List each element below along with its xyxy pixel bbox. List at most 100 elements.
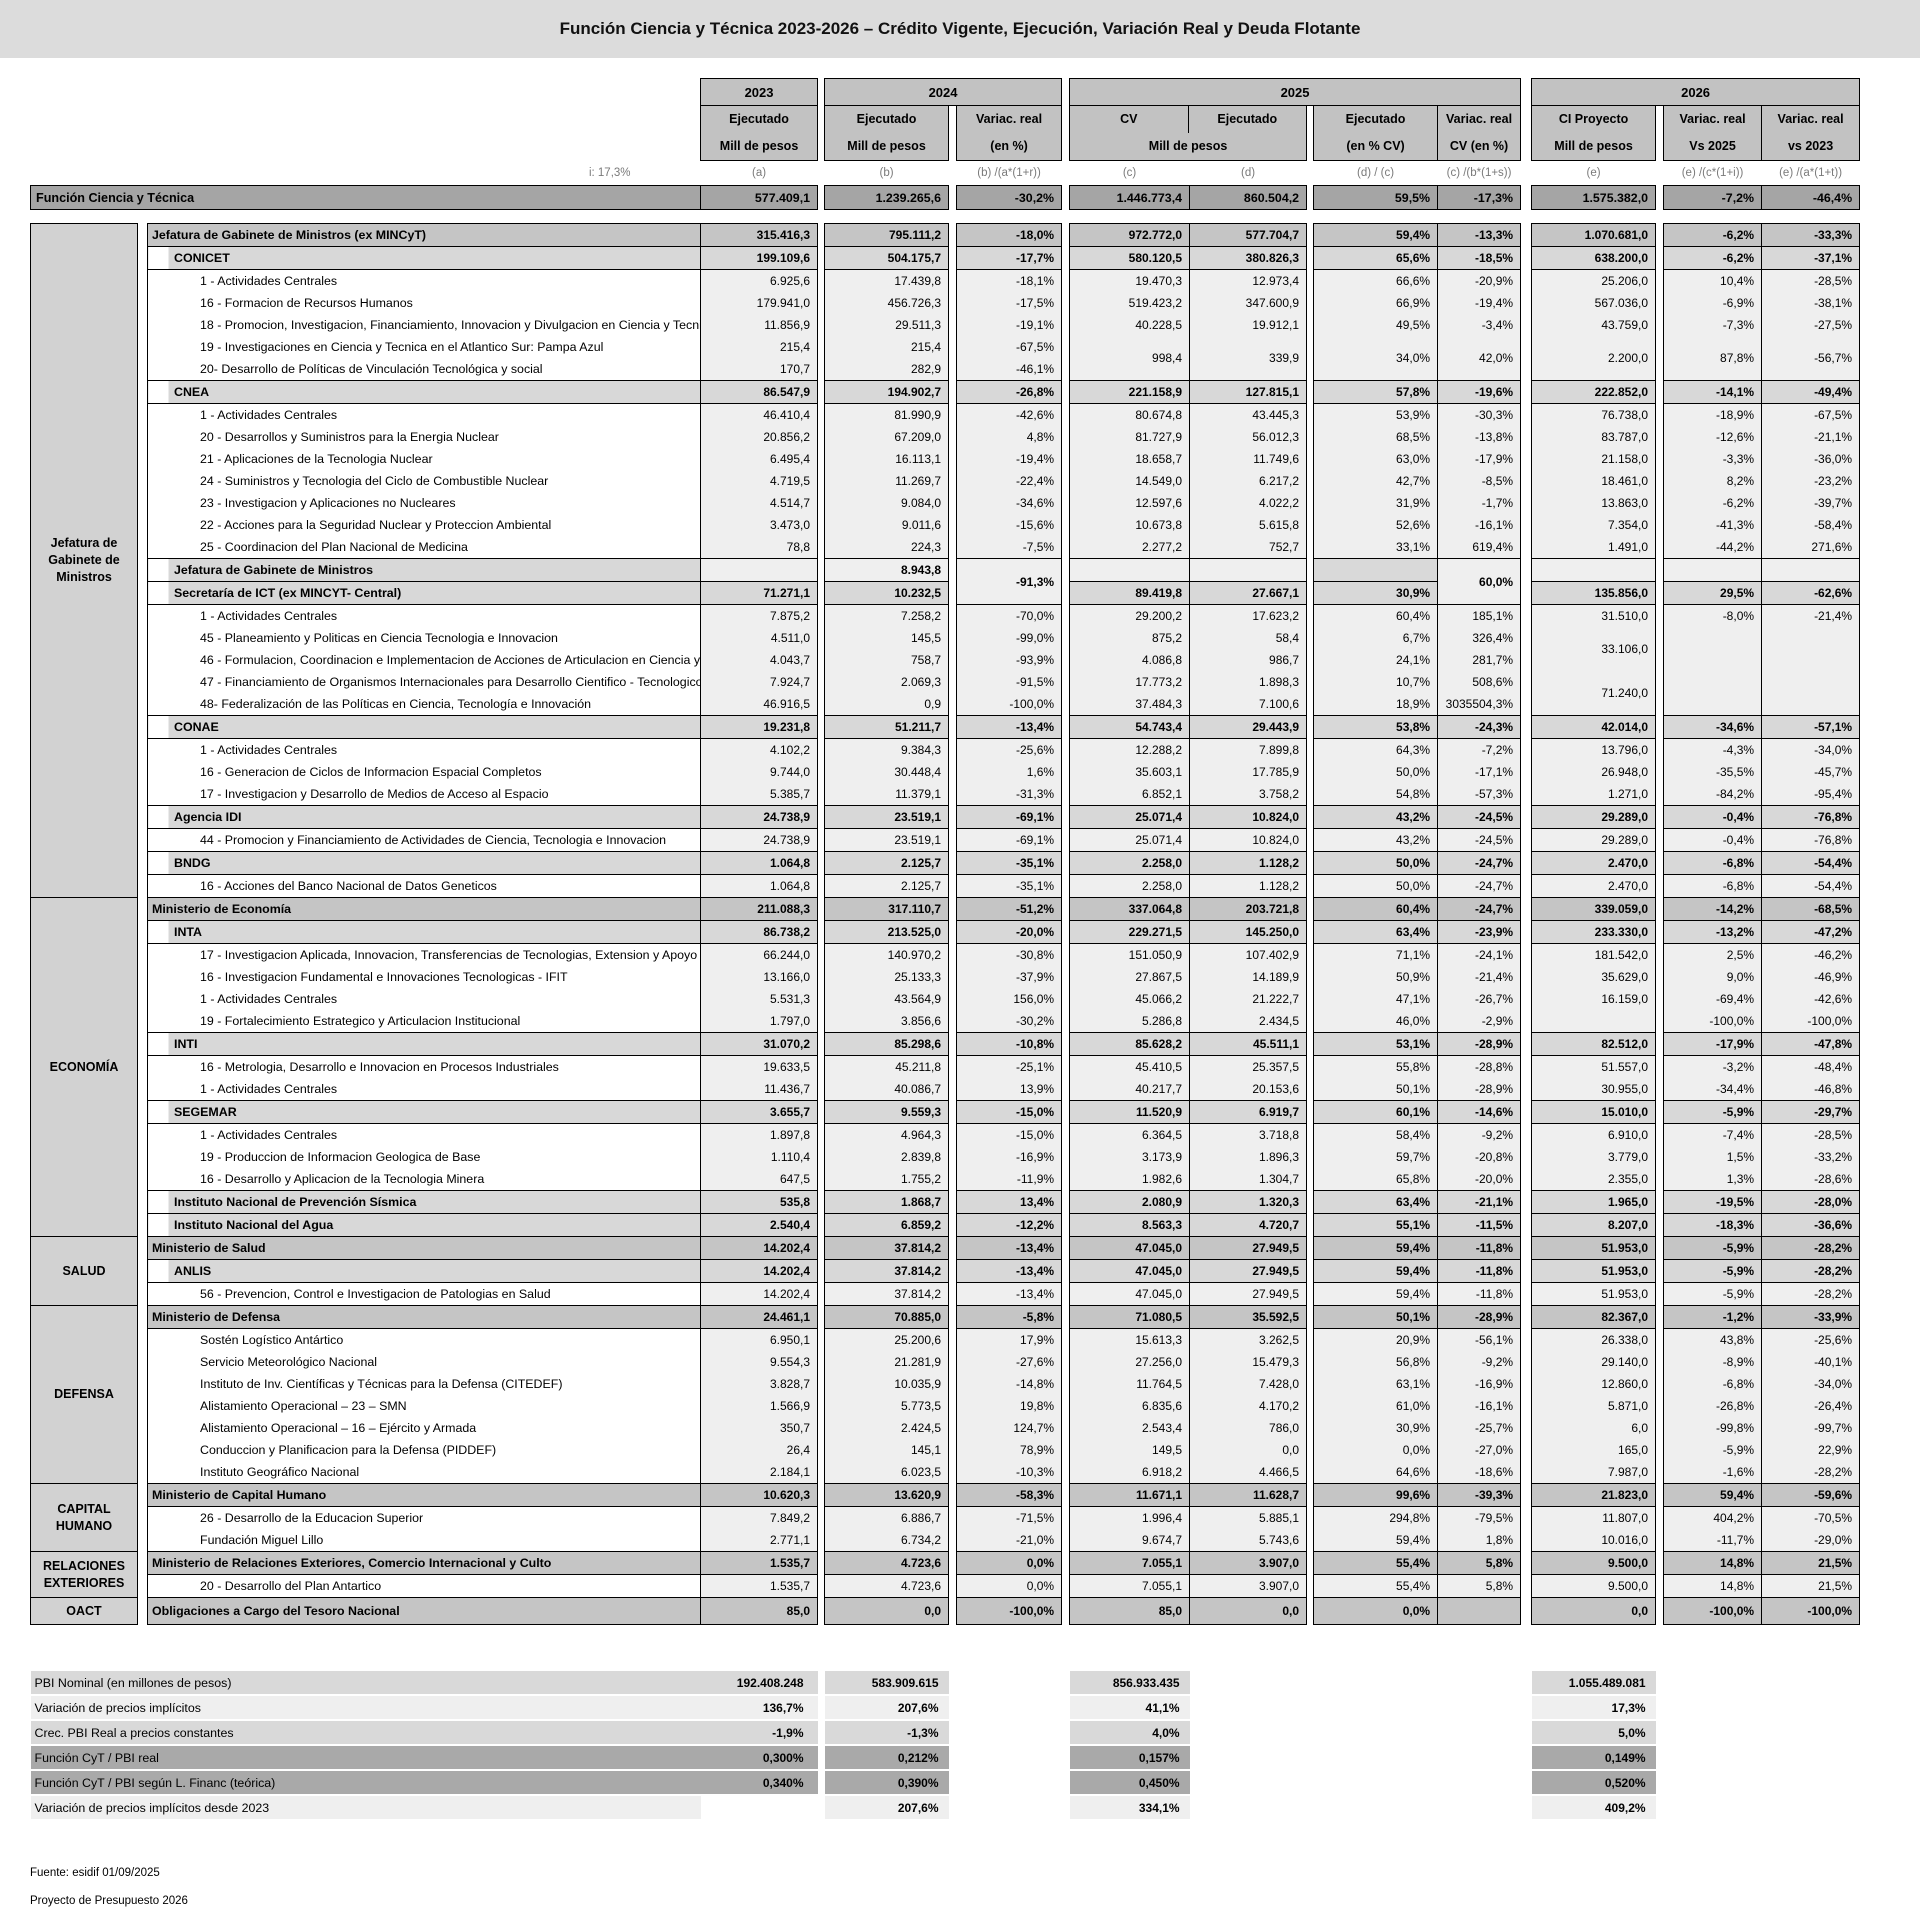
cell-b: 1.868,7 xyxy=(824,1190,950,1214)
cell-v23: -49,4% xyxy=(1761,380,1861,404)
row-label: Instituto Geográfico Nacional xyxy=(146,1461,702,1484)
cell-cbs: -24,5% xyxy=(1437,828,1522,852)
cell-c: 2.258,0 xyxy=(1069,851,1191,875)
summary-cell-b: -1,3% xyxy=(824,1720,949,1746)
cell-v25 xyxy=(1663,558,1763,582)
cell-v25: -100,0% xyxy=(1663,1010,1763,1033)
cell-dc: 56,8% xyxy=(1313,1351,1439,1373)
cell-cbs: -24,3% xyxy=(1437,715,1522,739)
cell-c: 27.867,5 xyxy=(1069,966,1191,988)
row-label: 19 - Produccion de Informacion Geologica… xyxy=(146,1146,702,1168)
cell-d: 3.262,5 xyxy=(1189,1328,1308,1351)
cell-a: 24.738,9 xyxy=(700,805,819,829)
table-row: 1 - Actividades Centrales 7.875,2 7.258,2-… xyxy=(31,604,1861,627)
cell-bv: 0,0% xyxy=(956,1574,1063,1598)
cell-b: 6.859,2 xyxy=(824,1213,950,1237)
cell-v25 xyxy=(1663,1770,1762,1796)
cell-v23: -28,2% xyxy=(1761,1461,1861,1484)
cell-d xyxy=(1189,1720,1307,1746)
column-gap xyxy=(1306,1770,1314,1796)
cell-v23: -62,6% xyxy=(1761,581,1861,605)
row-label: 46 - Formulacion, Coordinacion e Impleme… xyxy=(146,649,702,671)
row-label: Sostén Logístico Antártico xyxy=(146,1328,702,1351)
cell-e: 42.014,0 xyxy=(1531,715,1657,739)
cell-d: 12.973,4 xyxy=(1189,269,1308,292)
table-row: 19 - Produccion de Informacion Geologica… xyxy=(31,1146,1861,1168)
cell-bv: -69,1% xyxy=(956,805,1063,829)
cell-cbs: 3035504,3% xyxy=(1437,693,1522,716)
cell-c: 12.288,2 xyxy=(1069,738,1191,761)
table-row: BNDG 1.064,8 2.125,7 -35,1% 2.258,0 1.128,2 50… xyxy=(31,851,1861,875)
cell-c: 2.258,0 xyxy=(1069,874,1191,898)
cell-c: 40.217,7 xyxy=(1069,1078,1191,1101)
cell-b: 7.258,2 xyxy=(824,604,950,627)
cell-v25: -7,2% xyxy=(1663,185,1763,210)
cell-bv: -14,8% xyxy=(956,1373,1063,1395)
cell-e: 1.491,0 xyxy=(1531,536,1657,559)
cell-bv: -13,4% xyxy=(956,1282,1063,1306)
row-label: Ministerio de Salud xyxy=(146,1236,702,1260)
cell-bv: -21,0% xyxy=(956,1529,1063,1552)
cell-v25: -44,2% xyxy=(1663,536,1763,559)
column-gap xyxy=(817,1671,825,1696)
cell-v23: -33,3% xyxy=(1761,223,1861,247)
cell-c: 40.228,5 xyxy=(1069,314,1191,336)
summary-label: Función CyT / PBI según L. Financ (teóri… xyxy=(30,1770,818,1796)
column-gap xyxy=(1061,1795,1070,1821)
cell-v23 xyxy=(1761,1745,1860,1771)
table-row: 47 - Financiamiento de Organismos Intern… xyxy=(31,671,1861,716)
cell-d: 4.720,7 xyxy=(1189,1213,1308,1237)
cell-cbs: -28,9% xyxy=(1437,1078,1522,1101)
row-label: 19 - Investigaciones en Ciencia y Tecnic… xyxy=(146,336,702,358)
cell-d: 752,7 xyxy=(1189,536,1308,559)
cell-a: 7.875,2 xyxy=(700,604,819,627)
cell-e: 5.871,0 xyxy=(1531,1395,1657,1417)
cell-d: 14.189,9 xyxy=(1189,966,1308,988)
cell-bv: -7,5% xyxy=(956,536,1063,559)
row-label: 23 - Investigacion y Aplicaciones no Nuc… xyxy=(146,492,702,514)
cell-d: 860.504,2 xyxy=(1189,185,1308,210)
cell-v23 xyxy=(1761,671,1861,716)
cell-bv: -42,6% xyxy=(956,403,1063,426)
cell-a: 170,7 xyxy=(700,358,819,381)
cell-bv: -20,0% xyxy=(956,920,1063,944)
cell-v23 xyxy=(1761,1795,1860,1821)
cell-v23: -21,4% xyxy=(1761,604,1861,627)
row-label: 48- Federalización de las Políticas en C… xyxy=(146,693,702,716)
cell-bv: -67,5% xyxy=(956,336,1063,358)
col-header-v23: Variac. real vs 2023 xyxy=(1761,105,1861,161)
cell-dc: 34,0% xyxy=(1313,336,1439,381)
cell-e: 26.338,0 xyxy=(1531,1328,1657,1351)
cell-d xyxy=(1189,1795,1307,1821)
column-gap xyxy=(1306,1695,1314,1721)
cell-bv: -15,0% xyxy=(956,1100,1063,1124)
cell-v23: -28,5% xyxy=(1761,1123,1861,1146)
table-row: Jefatura de Gabinete de Ministros 8.943,8… xyxy=(31,558,1861,605)
column-gap xyxy=(1520,1745,1532,1771)
cell-cbs: -9,2% xyxy=(1437,1351,1522,1373)
cell-e: 82.367,0 xyxy=(1531,1305,1657,1329)
cell-a: 24.461,1 xyxy=(700,1305,819,1329)
cell-a xyxy=(700,1795,818,1821)
table-row: 20 - Desarrollos y Suministros para la E… xyxy=(31,426,1861,448)
table-row: 56 - Prevencion, Control e Investigacion… xyxy=(31,1282,1861,1306)
cell-dc: 50,1% xyxy=(1313,1305,1439,1329)
cell-b: 9.559,3 xyxy=(824,1100,950,1124)
cell-v25: -1,2% xyxy=(1663,1305,1763,1329)
row-label: 1 - Actividades Centrales xyxy=(146,1123,702,1146)
cell-b: 30.448,4 xyxy=(824,761,950,783)
row-label: Instituto Nacional del Agua xyxy=(146,1213,702,1237)
cell-d xyxy=(1189,1745,1307,1771)
cell-v23: -39,7% xyxy=(1761,492,1861,514)
cell-a: 647,5 xyxy=(700,1168,819,1191)
cell-dc: 43,2% xyxy=(1313,828,1439,852)
row-label: 16 - Metrologia, Desarrollo e Innovacion… xyxy=(146,1055,702,1078)
cell-bv: -13,4% xyxy=(956,715,1063,739)
cell-dc: 50,1% xyxy=(1313,1078,1439,1101)
row-label: 26 - Desarrollo de la Educacion Superior xyxy=(146,1506,702,1529)
cell-c: 149,5 xyxy=(1069,1439,1191,1461)
sidebar-group-label: Jefatura de Gabinete de Ministros xyxy=(30,223,138,898)
cell-d: 43.445,3 xyxy=(1189,403,1308,426)
cell-a: 5.385,7 xyxy=(700,783,819,806)
cell-bv: -34,6% xyxy=(956,492,1063,514)
